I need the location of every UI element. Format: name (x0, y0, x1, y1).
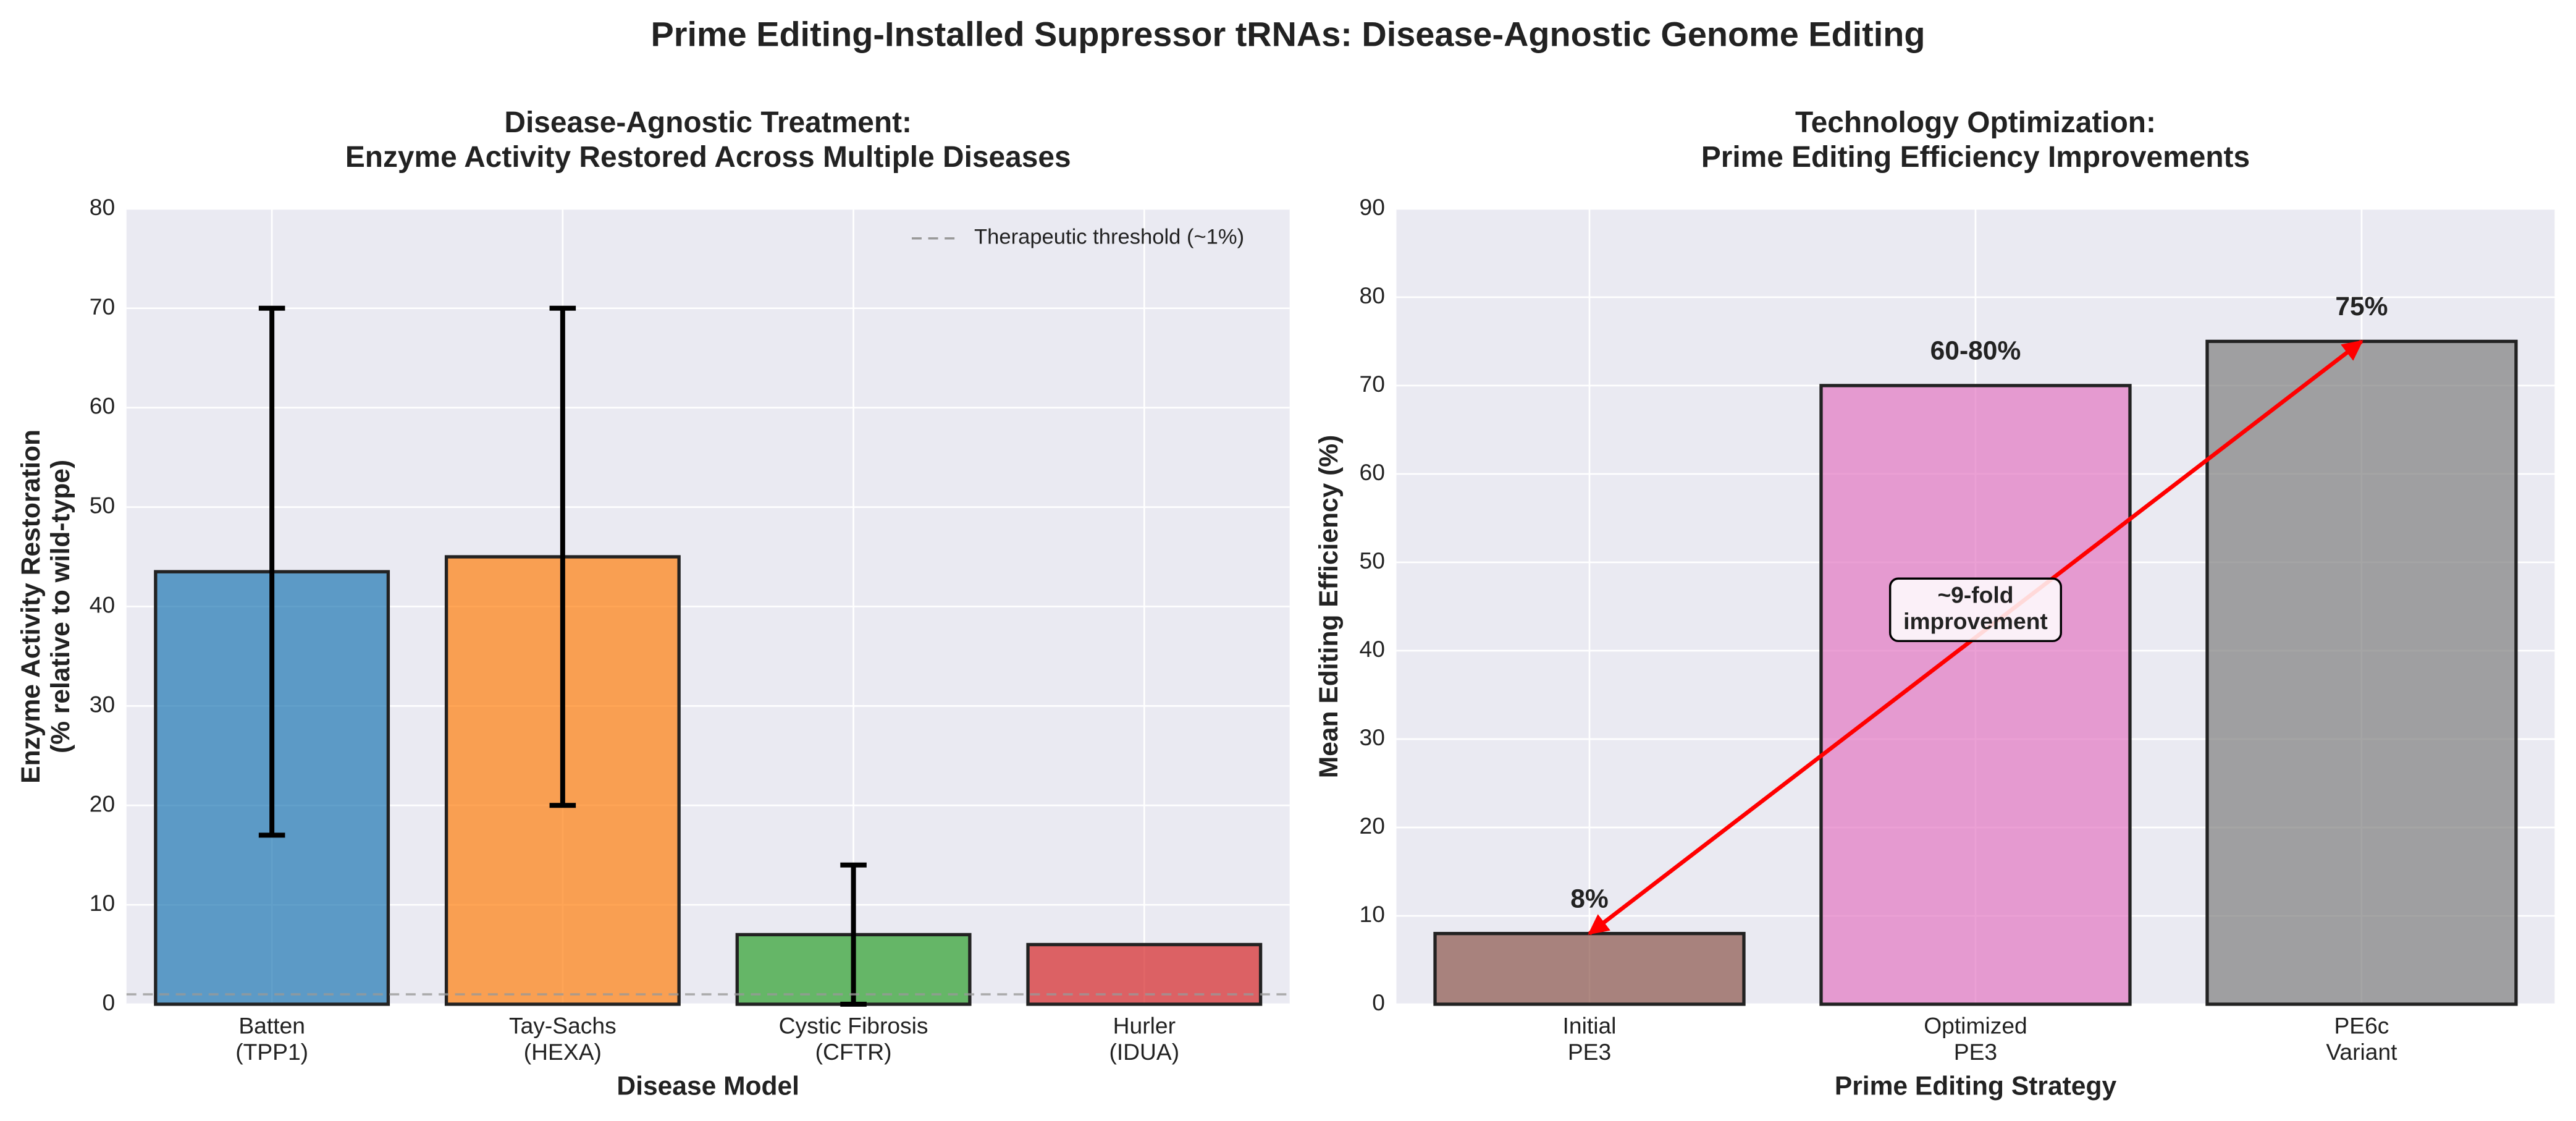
x-tick-label: Optimized PE3 (1924, 1012, 2027, 1065)
y-tick-label: 80 (90, 194, 115, 220)
y-axis-label: Mean Editing Efficiency (%) (1314, 435, 1344, 779)
error-bar (549, 305, 576, 808)
x-tick-label: Initial PE3 (1563, 1012, 1617, 1065)
subplot-title: Technology Optimization: Prime Editing Ef… (1701, 106, 2250, 174)
y-tick-label: 30 (90, 691, 115, 717)
x-tick-label: Cystic Fibrosis (CFTR) (779, 1012, 928, 1065)
x-axis-label: Disease Model (617, 1072, 799, 1101)
value-label: 8% (1570, 884, 1609, 914)
x-tick-label: Tay-Sachs (HEXA) (509, 1012, 617, 1065)
subplot-title: Disease-Agnostic Treatment: Enzyme Activi… (345, 106, 1071, 174)
x-tick-label: PE6c Variant (2326, 1012, 2397, 1065)
bar (1026, 942, 1263, 1006)
y-tick-label: 30 (1360, 724, 1385, 750)
y-tick-label: 70 (1360, 371, 1385, 397)
y-tick-label: 0 (102, 989, 115, 1015)
y-tick-label: 20 (1360, 813, 1385, 839)
y-tick-label: 0 (1372, 989, 1385, 1015)
error-bar (258, 305, 285, 838)
x-tick-label: Batten (TPP1) (235, 1012, 308, 1065)
x-tick-label: Hurler (IDUA) (1109, 1012, 1179, 1065)
figure-title: Prime Editing-Installed Suppressor tRNAs… (651, 15, 1926, 54)
y-tick-label: 20 (90, 790, 115, 816)
y-tick-label: 10 (1360, 901, 1385, 927)
value-label: 60-80% (1930, 336, 2021, 366)
annotation-text: ~9-fold improvement (1903, 582, 2048, 634)
y-tick-label: 40 (1360, 636, 1385, 662)
y-tick-label: 50 (1360, 548, 1385, 573)
bar (1433, 931, 1746, 1006)
y-tick-label: 70 (90, 294, 115, 319)
bar (2205, 339, 2518, 1006)
y-axis-label: Enzyme Activity Restoration(% relative t… (16, 429, 75, 784)
y-tick-label: 60 (90, 393, 115, 419)
bar (1819, 384, 2132, 1006)
legend-label: Therapeutic threshold (~1%) (974, 226, 1244, 249)
error-bar (840, 862, 867, 1007)
y-tick-label: 60 (1360, 459, 1385, 485)
y-tick-label: 80 (1360, 282, 1385, 308)
y-tick-label: 90 (1360, 194, 1385, 220)
y-tick-label: 10 (90, 890, 115, 916)
x-axis-label: Prime Editing Strategy (1835, 1072, 2117, 1101)
value-label: 75% (2335, 292, 2388, 321)
annotation-box (1888, 577, 2062, 643)
y-tick-label: 40 (90, 591, 115, 617)
y-tick-label: 50 (90, 492, 115, 518)
